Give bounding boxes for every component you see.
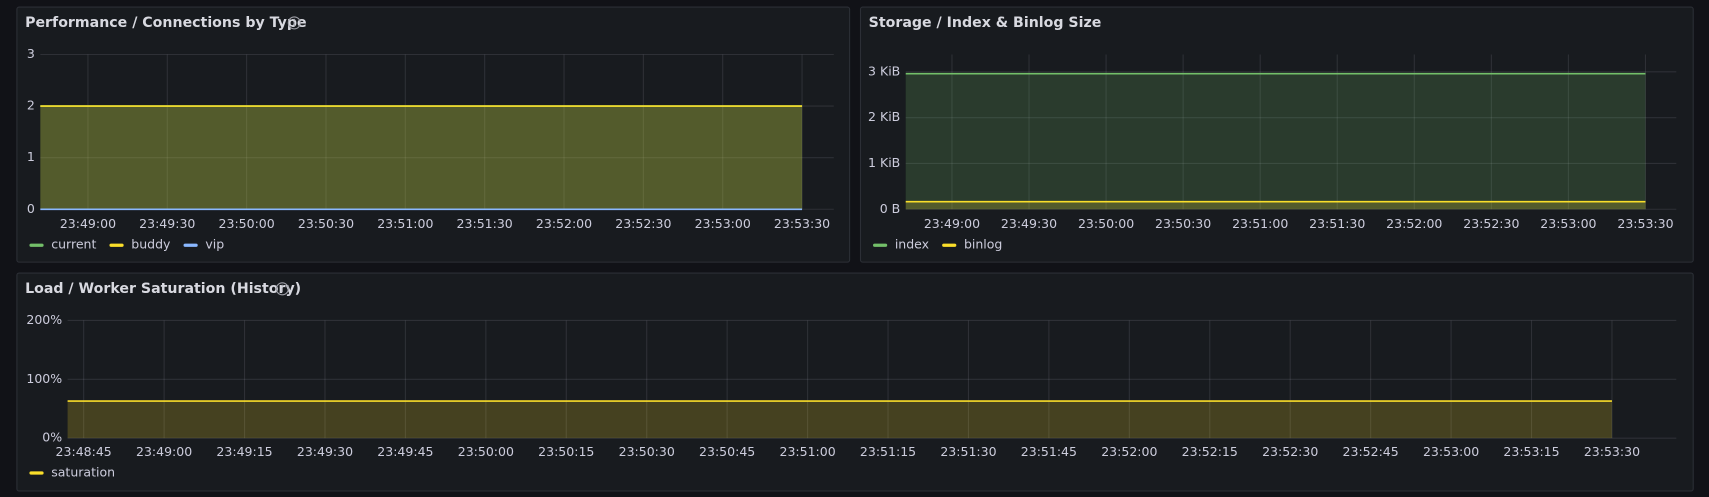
x-tick-label: 23:52:00	[1386, 216, 1442, 231]
series-area	[40, 106, 803, 210]
x-tick-label: 23:53:15	[1503, 444, 1559, 459]
x-tick-label: 23:51:00	[377, 216, 433, 231]
x-tick-label: 23:52:15	[1182, 444, 1238, 459]
x-tick-label: 23:51:45	[1021, 444, 1077, 459]
x-tick-label: 23:52:30	[1463, 216, 1519, 231]
series-area	[67, 401, 1612, 439]
x-tick-label: 23:52:30	[1262, 444, 1318, 459]
y-tick-label: 2 KiB	[868, 109, 900, 124]
y-tick-label: 1 KiB	[868, 155, 900, 170]
x-tick-label: 23:53:30	[1617, 216, 1673, 231]
panel	[16, 6, 851, 263]
x-tick-label: 23:53:00	[1540, 216, 1596, 231]
y-tick-label: 2	[27, 98, 35, 113]
legend-swatch	[942, 243, 957, 247]
x-tick-label: 23:49:30	[297, 444, 353, 459]
info-icon[interactable]	[287, 16, 301, 30]
x-tick-label: 23:51:30	[1309, 216, 1365, 231]
x-tick-label: 23:53:00	[1423, 444, 1479, 459]
x-tick-label: 23:48:45	[56, 444, 112, 459]
x-tick-label: 23:52:00	[1101, 444, 1157, 459]
legend-swatch	[873, 243, 888, 247]
x-tick-label: 23:49:15	[216, 444, 272, 459]
x-tick-label: 23:52:45	[1343, 444, 1399, 459]
y-tick-label: 3 KiB	[868, 63, 900, 78]
legend-label: binlog	[964, 237, 1002, 252]
x-tick-label: 23:49:00	[924, 216, 980, 231]
x-tick-label: 23:49:30	[1001, 216, 1057, 231]
x-tick-label: 23:49:45	[377, 444, 433, 459]
x-tick-label: 23:53:00	[695, 216, 751, 231]
x-tick-label: 23:51:30	[457, 216, 513, 231]
x-tick-label: 23:50:30	[1155, 216, 1211, 231]
legend-label: saturation	[51, 465, 115, 480]
x-tick-label: 23:50:30	[619, 444, 675, 459]
info-icon[interactable]	[275, 282, 289, 296]
x-tick-label: 23:49:00	[136, 444, 192, 459]
x-tick-label: 23:49:30	[139, 216, 195, 231]
y-tick-label: 0%	[42, 430, 62, 445]
series-area	[40, 106, 803, 210]
legend-label: vip	[205, 237, 224, 252]
legend-label: index	[895, 237, 929, 252]
legend-label: buddy	[131, 237, 171, 252]
panel-title: Performance / Connections by Type	[25, 15, 307, 31]
legend-swatch	[109, 243, 124, 247]
y-tick-label: 3	[27, 46, 35, 61]
panel-title: Load / Worker Saturation (History)	[25, 281, 301, 297]
series-area	[905, 201, 1646, 210]
x-tick-label: 23:52:30	[615, 216, 671, 231]
series-area	[905, 73, 1646, 210]
y-tick-label: 0	[27, 201, 35, 216]
x-tick-label: 23:50:00	[219, 216, 275, 231]
x-tick-label: 23:51:00	[779, 444, 835, 459]
legend-label: current	[51, 237, 96, 252]
x-tick-label: 23:51:30	[940, 444, 996, 459]
x-tick-label: 23:50:30	[298, 216, 354, 231]
y-tick-label: 0 B	[880, 201, 901, 216]
x-tick-label: 23:51:00	[1232, 216, 1288, 231]
x-tick-label: 23:49:00	[60, 216, 116, 231]
x-tick-label: 23:51:15	[860, 444, 916, 459]
x-tick-label: 23:50:00	[458, 444, 514, 459]
x-tick-label: 23:50:45	[699, 444, 755, 459]
legend-swatch	[183, 243, 198, 247]
y-tick-label: 100%	[26, 371, 62, 386]
x-tick-label: 23:52:00	[536, 216, 592, 231]
y-tick-label: 1	[27, 149, 35, 164]
panel-title: Storage / Index & Binlog Size	[869, 15, 1102, 31]
x-tick-label: 23:53:30	[1584, 444, 1640, 459]
y-tick-label: 200%	[26, 312, 62, 327]
panel	[16, 272, 1694, 492]
panel	[859, 6, 1694, 263]
x-tick-label: 23:50:15	[538, 444, 594, 459]
legend-swatch	[29, 243, 44, 247]
x-tick-label: 23:50:00	[1078, 216, 1134, 231]
x-tick-label: 23:53:30	[774, 216, 830, 231]
legend-swatch	[29, 471, 44, 475]
